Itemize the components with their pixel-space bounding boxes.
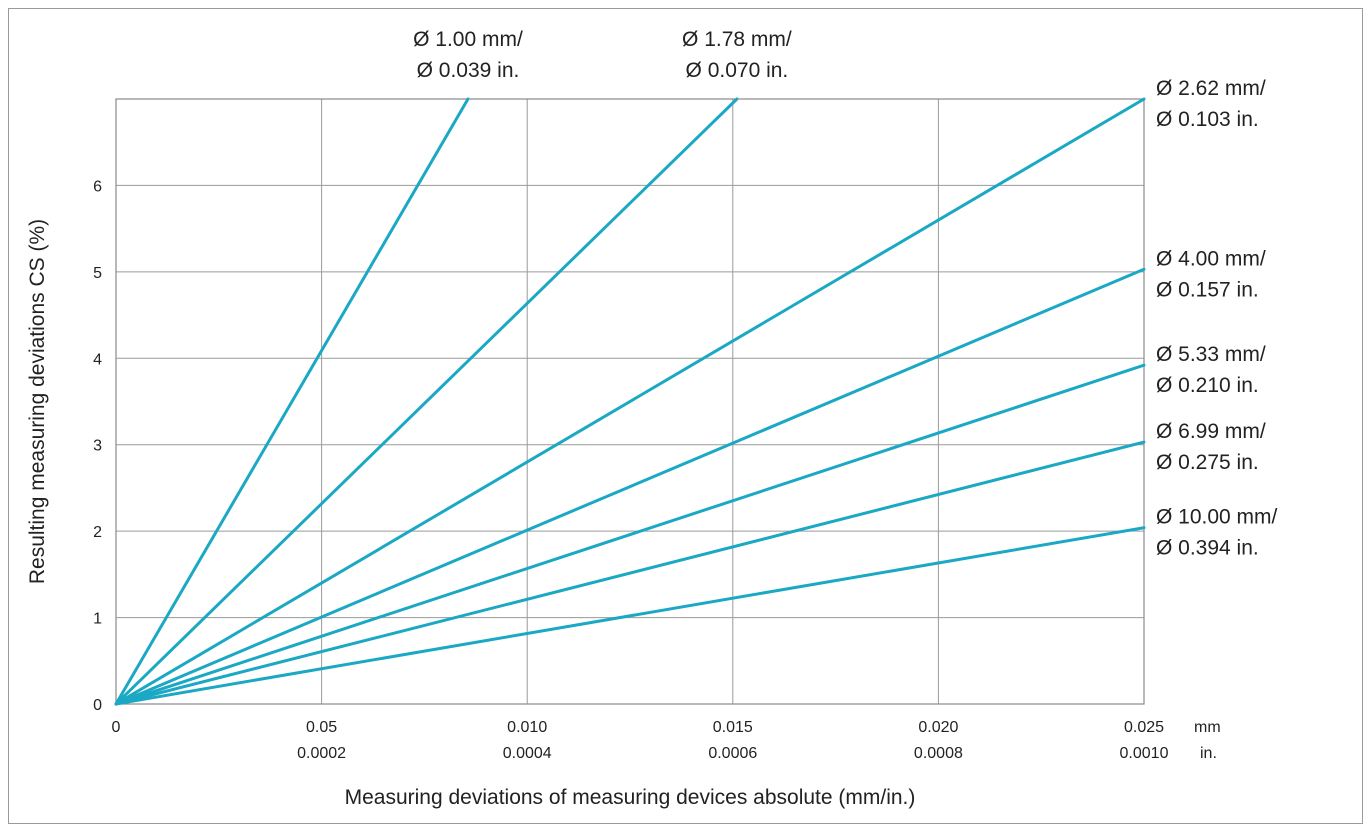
- y-tick-label: 6: [93, 178, 102, 195]
- series-line-5: [114, 363, 1146, 706]
- plot-area: [115, 98, 1145, 705]
- x-tick-label-secondary: 0.0006: [708, 745, 757, 762]
- x-tick-label: 0.010: [507, 719, 547, 736]
- y-axis-title: Resulting measuring deviations CS (%): [26, 219, 49, 584]
- x-tick-label: 0.015: [713, 719, 753, 736]
- series-label-line1: Ø 5.33 mm/: [1156, 343, 1266, 366]
- y-tick-label: 0: [93, 697, 102, 714]
- series-line-1: [114, 97, 470, 706]
- x-tick-label-secondary: 0.0004: [503, 745, 552, 762]
- series-label-line2: Ø 0.157 in.: [1156, 278, 1259, 301]
- x-tick-label: 0.025: [1124, 719, 1164, 736]
- series-label-line1: Ø 1.00 mm/: [413, 28, 523, 51]
- series-label-line2: Ø 0.394 in.: [1156, 537, 1259, 560]
- series-lines: [114, 97, 1146, 706]
- y-tick-label: 2: [93, 524, 102, 541]
- chart-frame: [8, 8, 1363, 824]
- x-tick-label-secondary: 0.0010: [1120, 745, 1169, 762]
- series-label-line1: Ø 2.62 mm/: [1156, 77, 1266, 100]
- x-tick-label-secondary: 0.0002: [297, 745, 346, 762]
- x-tick-label: 0.020: [918, 719, 958, 736]
- series-label-line1: Ø 4.00 mm/: [1156, 247, 1266, 270]
- series-label-line2: Ø 0.210 in.: [1156, 374, 1259, 397]
- y-tick-label: 1: [93, 611, 102, 628]
- series-line-6: [114, 440, 1146, 706]
- x-tick-label-secondary: 0.0008: [914, 745, 963, 762]
- series-label-line1: Ø 10.00 mm/: [1156, 506, 1278, 529]
- series-label-line2: Ø 0.070 in.: [686, 59, 789, 82]
- series-labels: Ø 1.00 mm/Ø 0.039 in. Ø 1.78 mm/Ø 0.070 i…: [413, 28, 1277, 560]
- y-tick-label: 4: [93, 351, 102, 368]
- x-axis-ticks: 0 0.05 0.0002 0.010 0.0004 0.015 0.0006 0.020 0.…: [112, 719, 1169, 762]
- x-unit-secondary: in.: [1200, 745, 1217, 762]
- series-label-line1: Ø 1.78 mm/: [682, 28, 792, 51]
- x-axis-title: Measuring deviations of measuring device…: [345, 786, 916, 809]
- series-label-line2: Ø 0.275 in.: [1156, 451, 1259, 474]
- y-tick-label: 3: [93, 438, 102, 455]
- series-line-3: [114, 97, 1146, 706]
- y-axis-ticks: 0 1 2 3 4 5 6: [93, 178, 102, 714]
- series-label-line2: Ø 0.039 in.: [417, 59, 520, 82]
- series-label-line2: Ø 0.103 in.: [1156, 108, 1259, 131]
- series-line-4: [114, 267, 1146, 706]
- series-line-7: [114, 526, 1146, 706]
- series-line-2: [114, 97, 739, 706]
- x-unit-primary: mm: [1194, 719, 1221, 736]
- grid: [116, 99, 1144, 704]
- series-label-line1: Ø 6.99 mm/: [1156, 420, 1266, 443]
- x-tick-label: 0: [112, 719, 121, 736]
- x-tick-label: 0.05: [306, 719, 337, 736]
- y-tick-label: 5: [93, 265, 102, 282]
